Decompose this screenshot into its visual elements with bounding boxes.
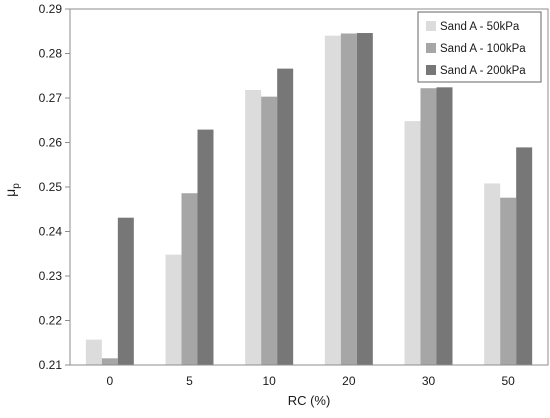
y-axis-title-main: μ xyxy=(2,189,18,197)
bar-20-series-3 xyxy=(356,33,373,365)
x-tick-label-5: 5 xyxy=(186,374,193,388)
y-tick-label: 0.25 xyxy=(39,180,63,194)
legend-label-1: Sand A - 50kPa xyxy=(440,21,520,33)
y-tick-label: 0.28 xyxy=(39,47,63,61)
y-tick-label: 0.21 xyxy=(39,358,63,372)
bar-5-series-3 xyxy=(197,129,214,365)
y-tick-label: 0.27 xyxy=(39,91,63,105)
x-tick-label-50: 50 xyxy=(501,374,515,388)
bar-50-series-1 xyxy=(484,183,501,365)
bar-30-series-3 xyxy=(436,87,453,365)
legend-swatch-2 xyxy=(426,43,436,53)
y-tick-label: 0.23 xyxy=(39,269,63,283)
x-tick-label-0: 0 xyxy=(106,374,113,388)
bar-10-series-2 xyxy=(261,96,278,365)
y-tick-label: 0.22 xyxy=(39,314,63,328)
y-tick-label: 0.24 xyxy=(39,225,63,239)
svg-text:μp: μp xyxy=(2,183,22,197)
legend-box xyxy=(417,11,542,83)
x-tick-label-10: 10 xyxy=(262,374,276,388)
x-axis-title: RC (%) xyxy=(288,393,331,408)
bar-5-series-1 xyxy=(165,254,182,365)
y-axis-title-sub: p xyxy=(11,183,22,189)
bar-5-series-2 xyxy=(181,193,198,365)
bar-10-series-3 xyxy=(277,68,294,365)
bar-10-series-1 xyxy=(245,89,262,366)
x-tick-label-30: 30 xyxy=(422,374,436,388)
y-tick-label: 0.26 xyxy=(39,136,63,150)
bar-50-series-3 xyxy=(516,147,533,365)
bar-0-series-2 xyxy=(101,358,118,365)
bar-30-series-2 xyxy=(420,88,437,366)
bar-20-series-2 xyxy=(340,33,357,365)
legend-swatch-3 xyxy=(426,65,436,75)
y-tick-label: 0.29 xyxy=(39,2,63,16)
legend-label-2: Sand A - 100kPa xyxy=(440,43,526,55)
legend-label-3: Sand A - 200kPa xyxy=(440,65,526,77)
bar-50-series-2 xyxy=(500,197,517,365)
bar-30-series-1 xyxy=(404,121,421,365)
legend-swatch-1 xyxy=(426,21,436,31)
bar-0-series-1 xyxy=(85,339,102,365)
x-tick-label-20: 20 xyxy=(342,374,356,388)
y-axis-title: μp xyxy=(2,183,22,197)
bar-0-series-3 xyxy=(117,217,134,365)
bar-20-series-1 xyxy=(324,35,341,365)
